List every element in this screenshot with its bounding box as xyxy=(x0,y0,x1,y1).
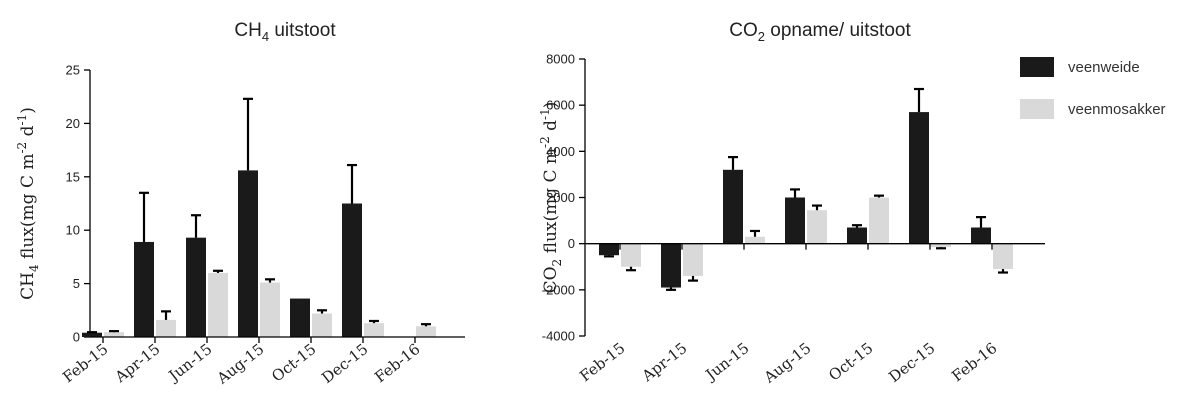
x-tick-label: Apr-15 xyxy=(111,340,164,387)
bar-veenweide-Apr-15 xyxy=(661,243,681,288)
bar-veenweide-Apr-15 xyxy=(134,241,154,337)
x-tick-label: Jun-15 xyxy=(164,340,216,386)
y-tick-label: -4000 xyxy=(542,329,575,344)
y-label-part: ) xyxy=(18,107,38,114)
bar-veenmosakker-Feb-16 xyxy=(993,243,1013,270)
chart-title-rest: uitstoot xyxy=(269,20,336,41)
legend-swatch-veenweide xyxy=(1020,57,1054,77)
y-label-superscript: -2 xyxy=(538,136,552,148)
x-tick-label: Feb-15 xyxy=(59,340,111,386)
y-tick-label: 20 xyxy=(66,116,80,131)
x-tick-label: Apr-15 xyxy=(638,339,691,386)
bar-veenweide-Dec-15 xyxy=(909,112,929,244)
x-tick-label: Feb-16 xyxy=(948,339,1000,385)
y-label-superscript: -2 xyxy=(15,142,29,154)
y-tick-label: 5 xyxy=(73,276,80,291)
bar-veenmosakker-Dec-15 xyxy=(364,323,384,337)
y-tick-label: 4000 xyxy=(546,144,575,159)
bar-veenweide-Aug-15 xyxy=(238,170,258,337)
y-label-part: d xyxy=(541,120,561,136)
bar-veenweide-Jun-15 xyxy=(723,169,743,244)
legend-label-veenmosakker: veenmosakker xyxy=(1068,101,1166,118)
chart-title: CH4 uitstoot xyxy=(234,20,336,44)
bar-veenmosakker-Jun-15 xyxy=(208,272,228,337)
bar-veenmosakker-Feb-16 xyxy=(416,326,436,337)
chart-title-main: CO xyxy=(729,20,758,41)
bar-veenmosakker-Feb-15 xyxy=(104,332,124,337)
x-tick-label: Jun-15 xyxy=(701,339,753,385)
y-label-part: CH xyxy=(18,272,38,300)
x-tick-label: Oct-15 xyxy=(268,340,319,386)
bar-veenmosakker-Dec-15 xyxy=(931,243,951,248)
y-label-part: flux(mg C m xyxy=(18,154,38,265)
y-label-superscript: -1 xyxy=(538,108,552,120)
bar-veenweide-Aug-15 xyxy=(785,197,805,244)
chart-title: CO2 opname/ uitstoot xyxy=(729,20,911,44)
bar-veenmosakker-Feb-15 xyxy=(621,243,641,267)
bar-veenweide-Feb-15 xyxy=(599,243,619,256)
y-tick-label: -2000 xyxy=(542,282,575,297)
legend-swatch-veenmosakker xyxy=(1020,99,1054,119)
bar-veenmosakker-Apr-15 xyxy=(156,319,176,337)
y-label-part: d xyxy=(18,125,38,141)
y-tick-label: 10 xyxy=(66,223,80,238)
x-tick-label: Dec-15 xyxy=(318,340,371,387)
bar-veenweide-Oct-15 xyxy=(847,227,867,244)
y-tick-label: 0 xyxy=(73,330,80,345)
bar-veenmosakker-Aug-15 xyxy=(260,282,280,337)
bar-veenweide-Jun-15 xyxy=(186,237,206,337)
y-label-part: CO xyxy=(541,266,561,293)
y-axis-label: CH4 flux(mg C m-2 d-1) xyxy=(15,107,41,300)
chart-title-subscript: 2 xyxy=(758,29,765,44)
y-tick-label: 6000 xyxy=(546,98,575,113)
x-tick-label: Feb-16 xyxy=(371,340,423,386)
bar-veenweide-Feb-16 xyxy=(971,227,991,244)
bar-veenweide-Dec-15 xyxy=(342,203,362,337)
legend: veenweide veenmosakker xyxy=(1020,57,1166,119)
x-tick-label: Feb-15 xyxy=(576,339,628,385)
x-tick-label: Aug-15 xyxy=(213,340,268,388)
chart-title-rest: opname/ uitstoot xyxy=(765,20,911,41)
chart-title-main: CH xyxy=(234,20,261,41)
x-tick-label: Oct-15 xyxy=(825,339,876,385)
y-label-subscript: 2 xyxy=(550,259,564,267)
y-axis-label: CO2 flux(mg C m-2 d-1) xyxy=(538,102,564,294)
x-tick-label: Dec-15 xyxy=(885,339,938,386)
bar-veenweide-Feb-15 xyxy=(82,332,102,337)
y-tick-label: 25 xyxy=(66,63,80,78)
bar-veenmosakker-Oct-15 xyxy=(869,197,889,244)
bar-veenmosakker-Jun-15 xyxy=(745,236,765,244)
y-tick-label: 8000 xyxy=(546,52,575,67)
y-tick-label: 2000 xyxy=(546,190,575,205)
y-label-superscript: -1 xyxy=(15,114,29,126)
bar-veenmosakker-Apr-15 xyxy=(683,243,703,276)
y-tick-label: 0 xyxy=(568,236,575,251)
chart-title-subscript: 4 xyxy=(262,29,269,44)
x-tick-label: Aug-15 xyxy=(760,339,815,387)
y-label-part: ) xyxy=(541,102,561,109)
bar-veenweide-Oct-15 xyxy=(290,298,310,337)
y-tick-label: 15 xyxy=(66,169,80,184)
legend-label-veenweide: veenweide xyxy=(1068,59,1140,76)
y-label-part: flux(mg C m xyxy=(541,148,561,259)
bar-veenmosakker-Oct-15 xyxy=(312,313,332,337)
y-label-subscript: 4 xyxy=(27,264,41,272)
bar-veenmosakker-Aug-15 xyxy=(807,210,827,244)
